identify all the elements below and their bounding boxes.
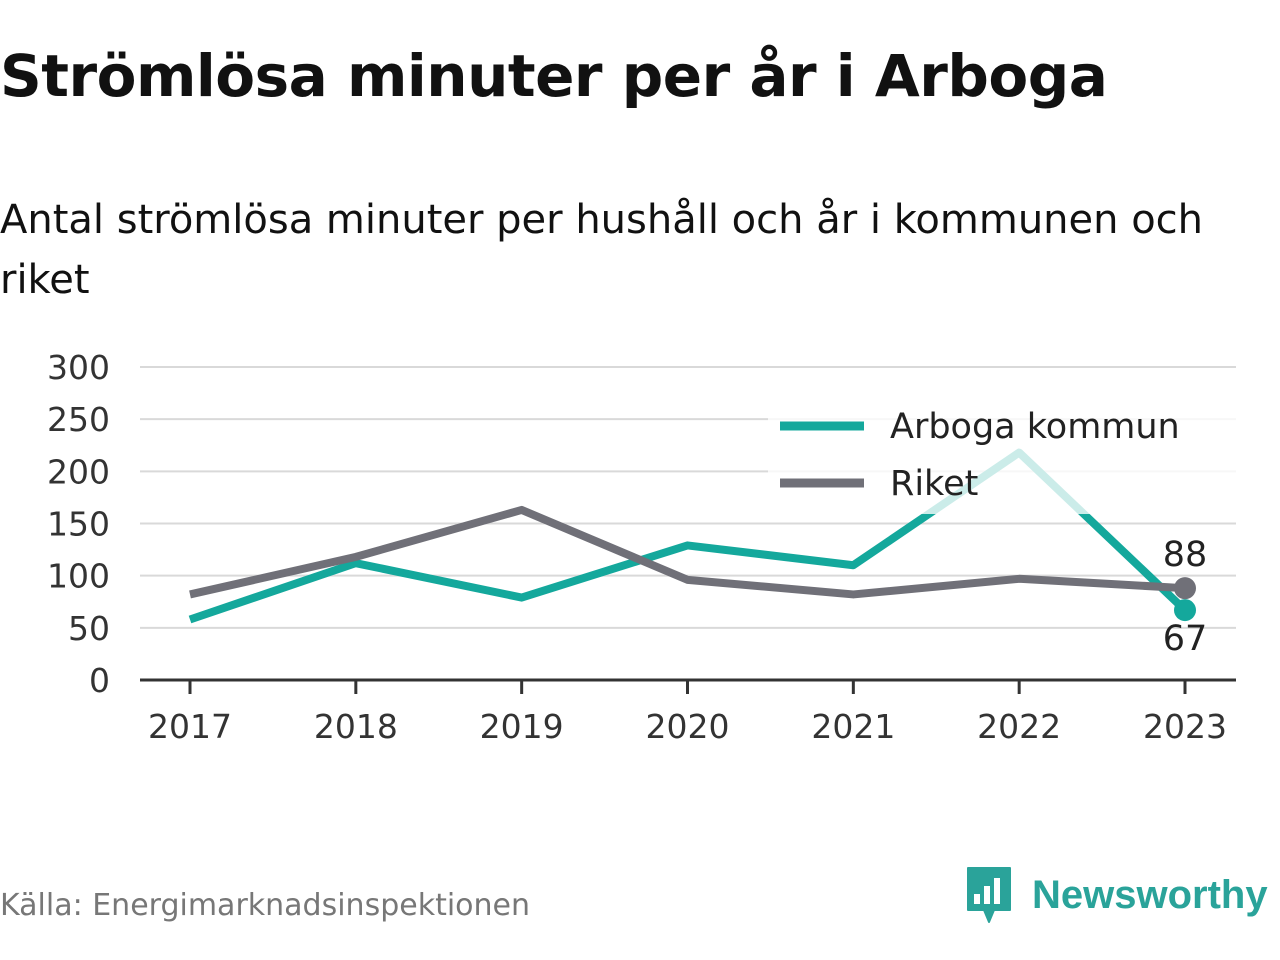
x-axis: 2017 2018 2019 2020 2021 2022 2023 — [140, 678, 1236, 746]
brand-logo: Newsworthy — [964, 864, 1268, 926]
legend-label: Arboga kommun — [890, 407, 1180, 447]
legend-label: Riket — [890, 464, 978, 504]
y-axis-ticks: 0 50 100 150 200 250 300 — [47, 348, 110, 700]
x-tick-label: 2021 — [811, 707, 895, 746]
series-line-2 — [189, 505, 1186, 599]
x-tick-label: 2018 — [314, 707, 398, 746]
end-label: 67 — [1163, 619, 1208, 659]
y-tick-label: 150 — [47, 505, 110, 544]
x-tick-label: 2019 — [480, 707, 564, 746]
y-tick-label: 100 — [47, 557, 110, 596]
chart-subtitle: Antal strömlösa minuter per hushåll och … — [0, 197, 1204, 303]
x-tick-label: 2017 — [148, 707, 232, 746]
end-point — [1174, 599, 1196, 622]
brand-name: Newsworthy — [1032, 872, 1268, 917]
x-tick-label: 2023 — [1143, 707, 1227, 746]
end-markers: 88 67 — [1163, 535, 1208, 659]
x-tick-label: 2022 — [977, 707, 1061, 746]
y-tick-label: 200 — [47, 452, 110, 491]
x-tick-label: 2020 — [646, 707, 730, 746]
end-label: 88 — [1163, 535, 1208, 575]
newsworthy-logo-icon — [967, 867, 1011, 923]
legend: Arboga kommun Riket — [768, 402, 1236, 514]
source-note: Källa: Energimarknadsinspektionen — [0, 888, 531, 923]
y-tick-label: 0 — [89, 661, 110, 700]
y-tick-label: 300 — [47, 348, 110, 387]
chart-title: Strömlösa minuter per år i Arboga — [0, 42, 1108, 110]
end-point — [1174, 577, 1196, 600]
y-tick-label: 250 — [47, 400, 110, 439]
legend-background — [768, 402, 1236, 514]
y-tick-label: 50 — [68, 609, 110, 648]
